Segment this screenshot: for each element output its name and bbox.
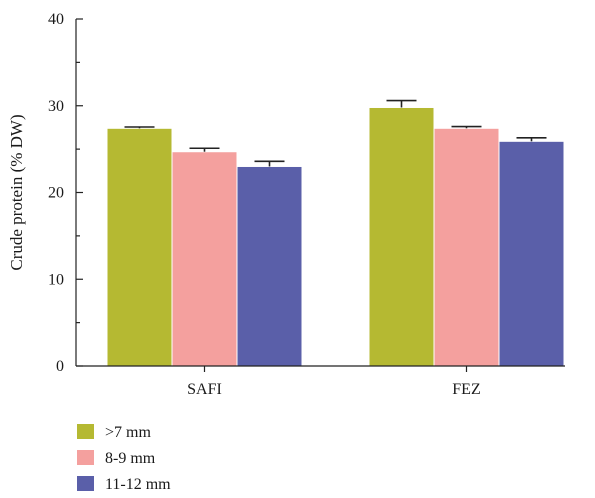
x-category-label: FEZ bbox=[452, 381, 480, 398]
bar-fez-series-1 bbox=[368, 106, 435, 367]
error-bar bbox=[386, 99, 417, 108]
y-tick-label: 0 bbox=[56, 358, 64, 375]
legend-swatch bbox=[77, 476, 94, 491]
legend-item: 8-9 mm bbox=[77, 450, 156, 467]
x-category-labels: SAFI FEZ bbox=[187, 366, 481, 398]
y-axis-title: Crude protein (% DW) bbox=[7, 114, 26, 270]
y-tick-label: 30 bbox=[48, 98, 64, 115]
bar-safi-series-3 bbox=[236, 165, 303, 367]
legend-item: >7 mm bbox=[77, 424, 151, 441]
legend-label: 11-12 mm bbox=[105, 476, 171, 493]
bars-layer bbox=[106, 106, 565, 367]
bar-safi-series-1 bbox=[106, 127, 173, 367]
error-bar bbox=[451, 125, 482, 129]
legend-label: >7 mm bbox=[105, 424, 151, 441]
y-tick-label: 20 bbox=[48, 185, 64, 202]
bar-fez-series-2 bbox=[433, 127, 500, 367]
legend-label: 8-9 mm bbox=[105, 450, 156, 467]
y-tick-label: 40 bbox=[48, 11, 64, 28]
bar-safi-series-2 bbox=[171, 151, 238, 367]
legend-swatch bbox=[77, 450, 94, 465]
error-bars-layer bbox=[124, 99, 547, 167]
y-ticks: 0 10 20 30 40 bbox=[48, 11, 83, 375]
legend: >7 mm 8-9 mm 11-12 mm bbox=[77, 424, 171, 493]
x-category-label: SAFI bbox=[187, 381, 222, 398]
legend-swatch bbox=[77, 424, 94, 439]
bar-fez-series-3 bbox=[498, 140, 565, 367]
error-bar bbox=[189, 147, 220, 152]
legend-item: 11-12 mm bbox=[77, 476, 171, 493]
error-bar bbox=[124, 126, 155, 129]
error-bar bbox=[516, 137, 547, 142]
y-tick-label: 10 bbox=[48, 271, 64, 288]
error-bar bbox=[254, 160, 285, 167]
